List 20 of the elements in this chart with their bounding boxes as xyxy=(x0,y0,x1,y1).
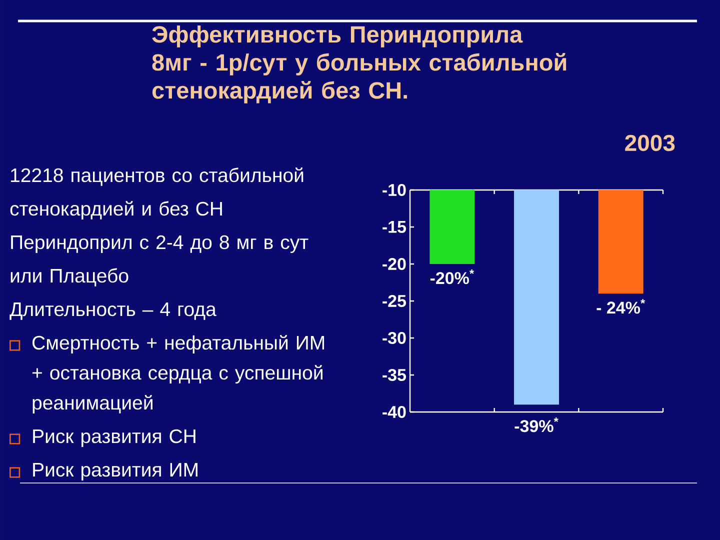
y-tick-label: -35 xyxy=(382,368,406,382)
y-tick-label: -30 xyxy=(382,332,406,344)
data-label: - 24%$^{*}$ xyxy=(596,299,646,314)
text: стенокардией и без СН xyxy=(10,201,222,220)
text: 12218 пациентов со стабильной xyxy=(11,168,304,186)
y-tick-label: -15 xyxy=(382,221,406,233)
text: или Плацебо xyxy=(10,268,128,286)
text: Риск развития СН xyxy=(33,429,196,448)
text: Длительность – 4 года xyxy=(10,302,216,320)
text: Периндоприл с 2-4 до 8 мг в сут xyxy=(11,235,308,254)
chart-subtitle: 2003 xyxy=(625,134,675,152)
y-tick-label: -40 xyxy=(382,406,406,418)
text: Смертность + нефатальный ИМ + остановка сердца с успешной реанимацией xyxy=(32,335,324,414)
data-label: -39%$^{*}$ xyxy=(514,418,558,432)
y-tick-label: -20 xyxy=(382,258,406,270)
y-tick-label: -10 xyxy=(382,184,406,196)
y-tick-label: -25 xyxy=(382,294,406,308)
chart-title: Эффективность Периндоприла 8мг - 1р/сут у больных стабильной стенокардией без СН. xyxy=(152,26,566,104)
text: Риск развития ИМ xyxy=(33,463,198,481)
data-label: -20%$^{*}$ xyxy=(430,270,474,284)
